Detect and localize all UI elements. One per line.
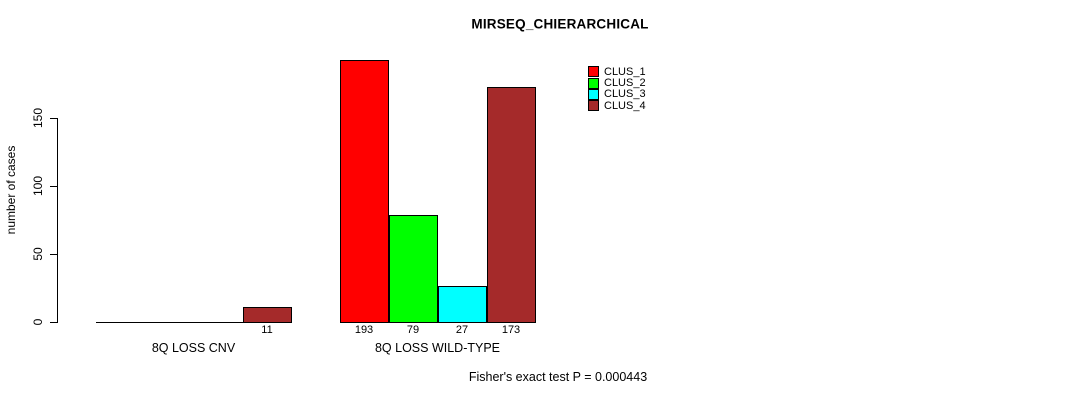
bar-value-label-8q-loss-wild-type-clus-2: 79: [406, 324, 420, 336]
legend-label-clus-2: CLUS_2: [604, 77, 646, 90]
bar-8q-loss-wild-type-clus-1: [339, 60, 389, 323]
y-axis-label: number of cases: [4, 145, 18, 235]
x-category-label-8q-loss-wild-type: 8Q LOSS WILD-TYPE: [374, 341, 501, 355]
fisher-test-annotation: Fisher's exact test P = 0.000443: [468, 370, 648, 384]
bar-8q-loss-cnv-clus-2-zero: [144, 322, 194, 323]
chart-title: MIRSEQ_CHIERARCHICAL: [471, 16, 649, 32]
y-tick-label-100: 100: [31, 175, 45, 197]
x-category-label-8q-loss-cnv: 8Q LOSS CNV: [151, 341, 236, 355]
y-tick-label-0: 0: [31, 318, 45, 326]
legend-item-clus-2: CLUS_2: [588, 77, 646, 90]
bar-8q-loss-cnv-clus-3-zero: [193, 322, 243, 323]
legend-label-clus-4: CLUS_4: [604, 99, 646, 112]
legend-item-clus-3: CLUS_3: [588, 88, 646, 101]
legend-swatch-clus-1: [588, 66, 599, 78]
bar-8q-loss-wild-type-clus-4: [486, 87, 536, 323]
bar-value-label-8q-loss-cnv-clus-4: 11: [261, 324, 273, 336]
bar-value-label-8q-loss-wild-type-clus-1: 193: [354, 324, 374, 336]
legend-swatch-clus-2: [588, 77, 599, 89]
legend-swatch-clus-4: [588, 100, 599, 112]
bar-value-label-8q-loss-wild-type-clus-4: 173: [501, 324, 521, 336]
bar-8q-loss-wild-type-clus-3: [437, 286, 487, 323]
bar-8q-loss-cnv-clus-1-zero: [95, 322, 145, 323]
y-axis-tick-50: [50, 254, 57, 255]
y-axis-tick-100: [50, 186, 57, 187]
y-axis-tick-0: [50, 322, 57, 323]
legend-label-clus-1: CLUS_1: [604, 65, 646, 78]
bar-value-label-8q-loss-wild-type-clus-3: 27: [455, 324, 469, 336]
y-tick-label-50: 50: [31, 247, 45, 261]
y-axis-tick-150: [50, 118, 57, 119]
bar-8q-loss-cnv-clus-4: [242, 307, 292, 323]
legend-swatch-clus-3: [588, 88, 599, 100]
bar-8q-loss-wild-type-clus-2: [388, 215, 438, 323]
legend-item-clus-1: CLUS_1: [588, 65, 646, 78]
legend-item-clus-4: CLUS_4: [588, 99, 646, 112]
legend: CLUS_1 CLUS_2 CLUS_3 CLUS_4: [588, 66, 646, 112]
y-axis-line: [57, 118, 58, 323]
legend-label-clus-3: CLUS_3: [604, 88, 646, 101]
y-tick-label-150: 150: [31, 107, 45, 129]
